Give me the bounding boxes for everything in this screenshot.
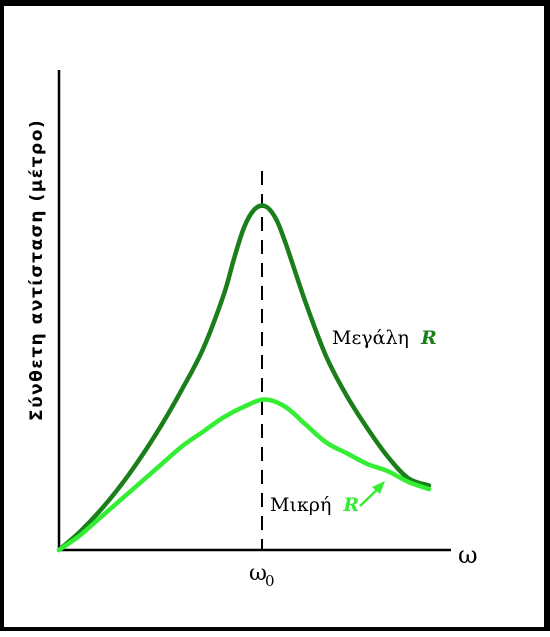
svg-text:0: 0 (265, 572, 275, 590)
small-r-pointer-arrowhead (372, 481, 385, 494)
series-label-large-r-symbol: R (420, 327, 437, 349)
series-label-large-r-text: Μεγάλη (332, 327, 409, 349)
svg-text:ω: ω (249, 561, 267, 586)
series-large-r-line (56, 203, 432, 553)
chart-svg: Σύνθετη αντίσταση (μέτρο) ω ω 0 Μεγάλη R… (27, 70, 478, 590)
x-tick-label-omega0: ω 0 (249, 561, 275, 590)
series-label-small-r-text: Μικρή (270, 494, 331, 516)
x-axis-label: ω (458, 541, 478, 569)
y-axis-label: Σύνθετη αντίσταση (μέτρο) (27, 119, 47, 421)
series-label-large-r: Μεγάλη R (332, 327, 437, 349)
series-small-r-line (56, 397, 432, 553)
series-label-small-r: Μικρή R (270, 494, 359, 516)
series-label-small-r-symbol: R (342, 494, 359, 516)
